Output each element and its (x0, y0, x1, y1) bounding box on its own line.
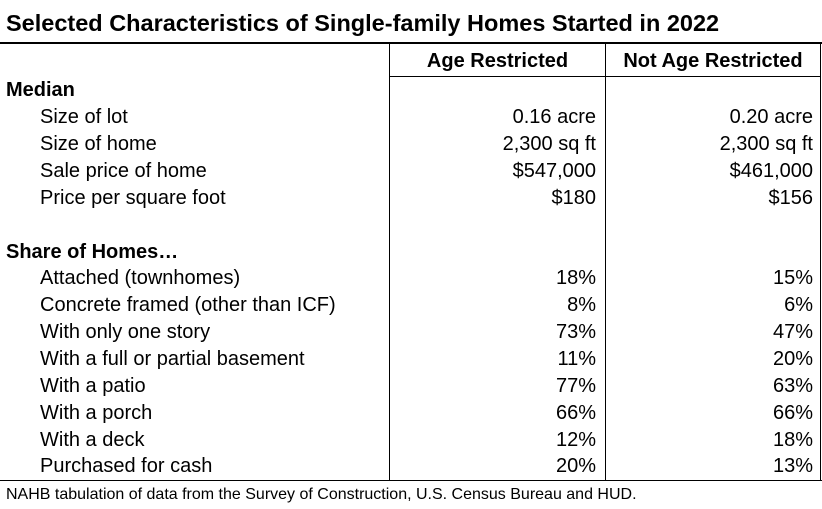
table-row: Price per square foot $180 $156 (0, 185, 822, 212)
age-restricted-value: 0.16 acre (512, 106, 596, 128)
row-label: Purchased for cash (40, 455, 213, 477)
table-row: Concrete framed (other than ICF) 8% 6% (0, 292, 822, 319)
age-restricted-value: 18% (555, 267, 596, 289)
table-row: Size of lot 0.16 acre 0.20 acre (0, 104, 822, 131)
age-restricted-value: $180 (551, 187, 597, 209)
section-heading-median: Median (6, 79, 75, 101)
source-note: NAHB tabulation of data from the Survey … (6, 486, 637, 503)
age-restricted-value: 8% (567, 294, 596, 316)
not-age-restricted-value: 20% (772, 348, 813, 370)
not-age-restricted-value: 47% (772, 321, 813, 343)
age-restricted-value: 77% (555, 375, 596, 397)
column-divider-middle (605, 44, 606, 480)
table-title: Selected Characteristics of Single-famil… (6, 10, 720, 36)
not-age-restricted-value: 13% (772, 455, 813, 477)
table-row: Size of home 2,300 sq ft 2,300 sq ft (0, 131, 822, 158)
row-label: With a patio (40, 375, 146, 397)
row-label: With a full or partial basement (40, 348, 305, 370)
column-divider-left (389, 44, 390, 480)
age-restricted-value: 2,300 sq ft (502, 133, 596, 155)
column-header-age-restricted: Age Restricted (426, 50, 569, 72)
row-label: Attached (townhomes) (40, 267, 241, 289)
table-row: With a full or partial basement 11% 20% (0, 346, 822, 373)
table-row: Purchased for cash 20% 13% (0, 453, 822, 480)
age-restricted-value: $547,000 (512, 160, 596, 182)
section-header-row: Share of Homes… (0, 239, 822, 266)
characteristics-table: Age Restricted Not Age Restricted Median… (0, 44, 822, 480)
not-age-restricted-value: 63% (772, 375, 813, 397)
row-label: Price per square foot (40, 187, 226, 209)
title-divider (0, 42, 822, 44)
row-label: Sale price of home (40, 160, 207, 182)
row-label: With a deck (40, 429, 145, 451)
table-row: Attached (townhomes) 18% 15% (0, 265, 822, 292)
not-age-restricted-value: 18% (772, 429, 813, 451)
column-divider-right (820, 44, 821, 480)
age-restricted-value: 73% (555, 321, 596, 343)
row-label: With only one story (40, 321, 211, 343)
table-row: With a deck 12% 18% (0, 427, 822, 454)
table-row: With a patio 77% 63% (0, 373, 822, 400)
not-age-restricted-value: 6% (784, 294, 813, 316)
table-row: With only one story 73% 47% (0, 319, 822, 346)
age-restricted-value: 20% (555, 455, 596, 477)
row-label: Size of lot (40, 106, 128, 128)
column-header-not-age-restricted: Not Age Restricted (623, 50, 803, 72)
not-age-restricted-value: 0.20 acre (729, 106, 813, 128)
table-bottom-divider (0, 480, 822, 481)
row-label: Size of home (40, 133, 157, 155)
age-restricted-value: 66% (555, 402, 596, 424)
age-restricted-value: 11% (557, 348, 596, 370)
row-label: Concrete framed (other than ICF) (40, 294, 336, 316)
row-label: With a porch (40, 402, 153, 424)
not-age-restricted-value: 2,300 sq ft (719, 133, 813, 155)
header-divider (389, 76, 821, 77)
table-row: Sale price of home $547,000 $461,000 (0, 158, 822, 185)
not-age-restricted-value: 66% (772, 402, 813, 424)
table-row: With a porch 66% 66% (0, 400, 822, 427)
not-age-restricted-value: $156 (768, 187, 814, 209)
age-restricted-value: 12% (555, 429, 596, 451)
not-age-restricted-value: 15% (772, 267, 813, 289)
section-header-row: Median (0, 77, 822, 104)
section-heading-share-of-homes: Share of Homes… (6, 241, 179, 263)
not-age-restricted-value: $461,000 (729, 160, 813, 182)
